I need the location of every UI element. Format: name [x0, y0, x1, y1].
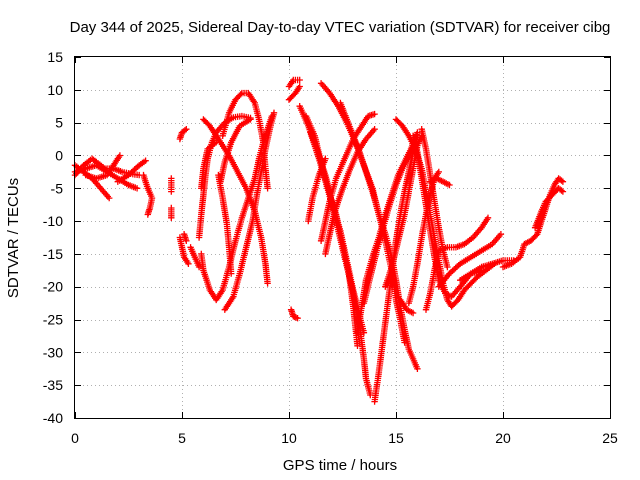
x-tick-label: 25 [602, 430, 618, 446]
plot-points [71, 76, 567, 405]
x-tick-label: 20 [495, 430, 511, 446]
series-track-27 [317, 110, 378, 244]
y-tick-label: -15 [43, 246, 63, 262]
y-tick-label: -5 [51, 180, 64, 196]
plot-frame [74, 56, 611, 419]
series-track-29 [305, 155, 329, 225]
y-tick-label: -25 [43, 312, 63, 328]
y-tick-label: -40 [43, 410, 63, 426]
data-marker-track [287, 306, 301, 322]
data-marker-track [140, 171, 156, 218]
data-marker-track [360, 139, 419, 307]
data-marker-track [114, 157, 149, 185]
data-marker-track [168, 204, 175, 221]
data-marker-track [397, 296, 417, 317]
data-marker-track [457, 267, 485, 284]
series-track-34 [360, 139, 419, 307]
data-marker-track [219, 89, 271, 192]
y-tick-label: -35 [43, 377, 63, 393]
series-track-08 [168, 204, 175, 221]
series-track-09 [176, 126, 190, 143]
y-tick-label: 10 [47, 82, 63, 98]
data-marker-track [198, 139, 220, 192]
y-tick-label: 0 [55, 147, 63, 163]
chart-title: Day 344 of 2025, Sidereal Day-to-day VTE… [70, 19, 611, 36]
data-marker-track [180, 231, 190, 244]
x-tick-label: 15 [388, 430, 404, 446]
series-track-21 [285, 76, 303, 90]
data-marker-track [531, 185, 567, 231]
series-track-36 [397, 296, 417, 317]
x-axis-title: GPS time / hours [283, 457, 397, 474]
series-track-40 [405, 168, 442, 307]
series-track-23 [287, 306, 301, 322]
data-marker-track [215, 171, 235, 277]
data-marker-track [217, 116, 254, 185]
series-track-41 [422, 214, 492, 313]
series-track-06 [140, 171, 156, 218]
x-tick-label: 5 [178, 430, 186, 446]
series-track-44 [457, 267, 485, 284]
data-marker-track [168, 175, 175, 195]
data-marker-track [305, 155, 329, 225]
data-marker-track [285, 83, 303, 103]
y-tick-label: -10 [43, 213, 63, 229]
series-track-19 [219, 89, 271, 192]
axis-ticks: 0 5 10 15 20 25 -40 -35 -30 -25 -20 -15 -10 -5 0 5 10 15 [43, 49, 618, 446]
y-axis-title: SDTVAR / TECUs [5, 178, 22, 298]
series-track-10 [176, 234, 192, 267]
series-track-12 [187, 244, 203, 271]
data-marker-track [176, 234, 192, 267]
y-tick-label: -20 [43, 279, 63, 295]
series-track-11 [180, 231, 190, 244]
series-track-42 [427, 175, 453, 189]
data-marker-track [285, 76, 303, 90]
x-tick-label: 10 [281, 430, 297, 446]
series-track-17 [215, 171, 235, 277]
data-marker-track [82, 152, 124, 182]
series-track-05 [114, 157, 149, 185]
series-track-46 [531, 185, 567, 231]
y-tick-label: 5 [55, 115, 63, 131]
data-marker-track [405, 168, 442, 307]
data-marker-track [317, 110, 378, 244]
series-track-43 [435, 231, 505, 290]
series-track-31 [337, 99, 421, 372]
series-track-20 [217, 116, 254, 185]
y-tick-label: 15 [47, 49, 63, 65]
series-track-07 [168, 175, 175, 195]
data-marker-track [427, 175, 453, 189]
data-marker-track [337, 99, 421, 372]
data-marker-track [176, 126, 190, 143]
x-tick-label: 0 [71, 430, 79, 446]
data-marker-track [435, 231, 505, 290]
data-marker-track [187, 244, 203, 271]
series-track-22 [285, 83, 303, 103]
y-tick-label: -30 [43, 344, 63, 360]
data-marker-track [422, 214, 492, 313]
series-track-04 [82, 152, 124, 182]
series-track-14 [198, 139, 220, 192]
